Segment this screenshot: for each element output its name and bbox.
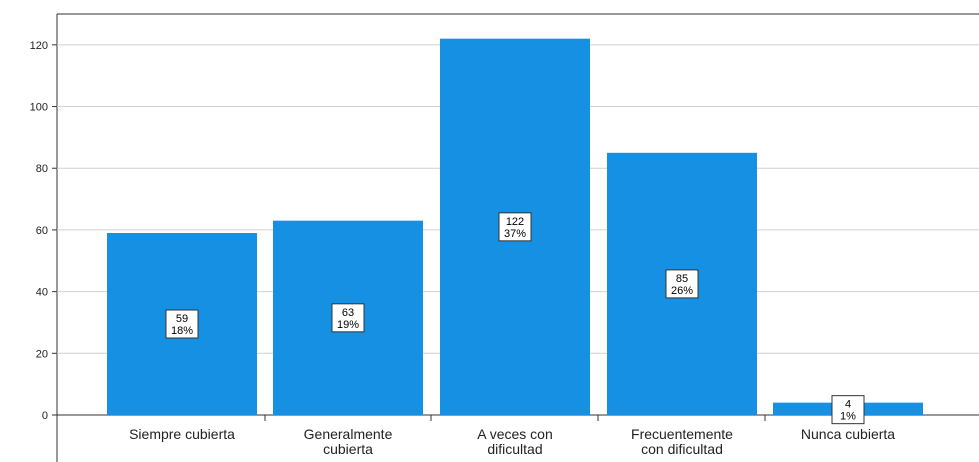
x-category-label-line: Nunca cubierta xyxy=(801,426,895,442)
x-category-label: Frecuentemente con dificultad xyxy=(631,426,733,457)
y-tick-label: 60 xyxy=(36,225,48,237)
data-label-count: 4 xyxy=(845,399,851,411)
y-tick-label: 80 xyxy=(36,163,48,175)
data-label-percent: 26% xyxy=(671,285,693,297)
x-category-label-line: con dificultad xyxy=(641,441,723,457)
y-tick-label: 20 xyxy=(36,348,48,360)
x-category-label: Siempre cubierta xyxy=(129,426,235,442)
x-category-label-line: Frecuentemente xyxy=(631,426,733,442)
data-label-box xyxy=(665,269,699,299)
data-label-box xyxy=(831,395,865,425)
data-label-count: 85 xyxy=(676,273,688,285)
x-category-label: A veces con dificultad xyxy=(477,426,553,457)
data-label-percent: 1% xyxy=(840,411,856,423)
data-label-box xyxy=(165,309,199,339)
data-label-percent: 19% xyxy=(337,319,359,331)
x-category-label-line: dificultad xyxy=(487,441,542,457)
y-tick-label: 0 xyxy=(42,410,48,422)
x-category-label-line: cubierta xyxy=(323,441,373,457)
data-label-box xyxy=(498,212,532,242)
data-label-5: 41% xyxy=(831,395,865,425)
data-label-count: 59 xyxy=(176,313,188,325)
y-tick-label: 120 xyxy=(30,40,48,52)
x-category-label-line: A veces con xyxy=(477,426,553,442)
data-label-box xyxy=(331,303,365,333)
data-label-percent: 18% xyxy=(171,325,193,337)
data-label-count: 63 xyxy=(342,307,354,319)
x-category-label: Nunca cubierta xyxy=(801,426,895,442)
x-category-label-line: Siempre cubierta xyxy=(129,426,235,442)
data-label-count: 122 xyxy=(506,216,524,228)
x-category-label-line: Generalmente xyxy=(304,426,393,442)
x-category-label: Generalmente cubierta xyxy=(304,426,393,457)
y-tick-label: 40 xyxy=(36,287,48,299)
y-tick-label: 100 xyxy=(30,102,48,114)
data-label-percent: 37% xyxy=(504,228,526,240)
